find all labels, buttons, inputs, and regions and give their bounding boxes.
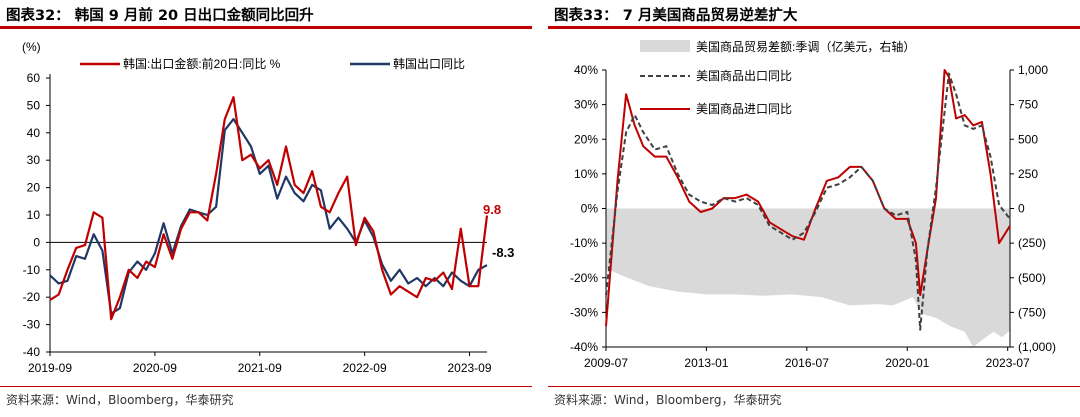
y-tick-label: 50 [27,98,41,112]
right-tick-label: 750 [1018,98,1038,112]
x-tick-label: 2023-07 [986,356,1030,370]
source-note: 资料来源：Wind，Bloomberg，华泰研究 [6,393,234,407]
series-line-korea-export-20d [49,96,489,321]
left-tick-label: 40% [574,63,598,77]
title-rule [548,26,1080,29]
annotation-last-series2: -8.3 [492,245,514,260]
chart-panel-fig33: 图表33： 7 月美国商品贸易逆差扩大 40% 30% 20% 10% 0% -10% -2… [548,0,1080,417]
y-tick-label: 40 [27,126,41,140]
x-tick-label: 2023-09 [447,361,491,375]
y-tick-label: -40 [23,345,41,359]
y-tick-label: -30 [23,318,41,332]
title-rule [0,26,532,29]
series-line-korea-export [49,118,488,315]
y-tick-label: 30 [27,153,41,167]
right-tick-label: (250) [1018,236,1046,250]
legend-label-series1: 韩国:出口金额:前20日:同比 % [123,56,281,71]
legend-label-export: 美国商品出口同比 [696,68,792,83]
x-tick-label: 2019-09 [28,361,72,375]
x-tick-label: 2021-09 [238,361,282,375]
y-tick-label: 60 [27,71,41,85]
series-line-us-export [605,72,1011,331]
left-tick-label: -10% [570,236,598,250]
chart-title: 图表32： 韩国 9 月前 20 日出口金额同比回升 [6,8,314,24]
series-area-trade-balance [606,208,1010,347]
source-rule [548,386,1080,387]
right-tick-label: 250 [1018,167,1038,181]
y-tick-label: 20 [27,181,41,195]
y-tick-label: 10 [27,208,41,222]
left-tick-label: -30% [570,305,598,319]
x-tick-label: 2020-01 [885,356,929,370]
right-tick-label: 500 [1018,132,1038,146]
x-tick-label: 2016-07 [785,356,829,370]
source-rule [0,386,532,387]
legend-label-series2: 韩国出口同比 [393,56,465,71]
right-tick-label: (750) [1018,305,1046,319]
left-tick-label: -40% [570,340,598,354]
unit-label: (%) [22,40,41,54]
legend-label-import: 美国商品进口同比 [696,101,792,116]
chart-panel-fig32: 图表32： 韩国 9 月前 20 日出口金额同比回升 (%) 60 50 40 30 2… [0,0,532,417]
legend-swatch-area [640,40,690,52]
y-tick-label: -10 [23,263,41,277]
x-tick-label: 2020-09 [133,361,177,375]
source-note: 资料来源：Wind，Bloomberg，华泰研究 [554,393,782,407]
korea-export-chart: (%) 60 50 40 30 20 10 0 -10 -20 -30 -40 2019-09 2020… [22,40,514,375]
left-tick-label: -20% [570,271,598,285]
x-tick-label: 2013-01 [684,356,728,370]
x-tick-label: 2022-09 [343,361,387,375]
y-tick-label: -20 [23,290,41,304]
left-tick-label: 10% [574,167,598,181]
right-tick-label: 1,000 [1018,63,1048,77]
us-trade-chart: 40% 30% 20% 10% 0% -10% -20% -30% -40% 1,000 750 50… [570,39,1056,370]
x-tick-label: 2009-07 [584,356,628,370]
right-tick-label: 0 [1018,202,1025,216]
chart-title: 图表33： 7 月美国商品贸易逆差扩大 [554,8,798,24]
left-tick-label: 30% [574,98,598,112]
right-tick-label: (500) [1018,271,1046,285]
left-tick-label: 20% [574,132,598,146]
annotation-last-series1: 9.8 [483,202,501,217]
legend-label-area: 美国商品贸易差额:季调（亿美元，右轴） [696,39,915,54]
left-tick-label: 0% [581,202,599,216]
right-tick-label: (1,000) [1018,340,1056,354]
y-tick-label: 0 [33,235,40,249]
series-line-us-import [605,69,1011,327]
